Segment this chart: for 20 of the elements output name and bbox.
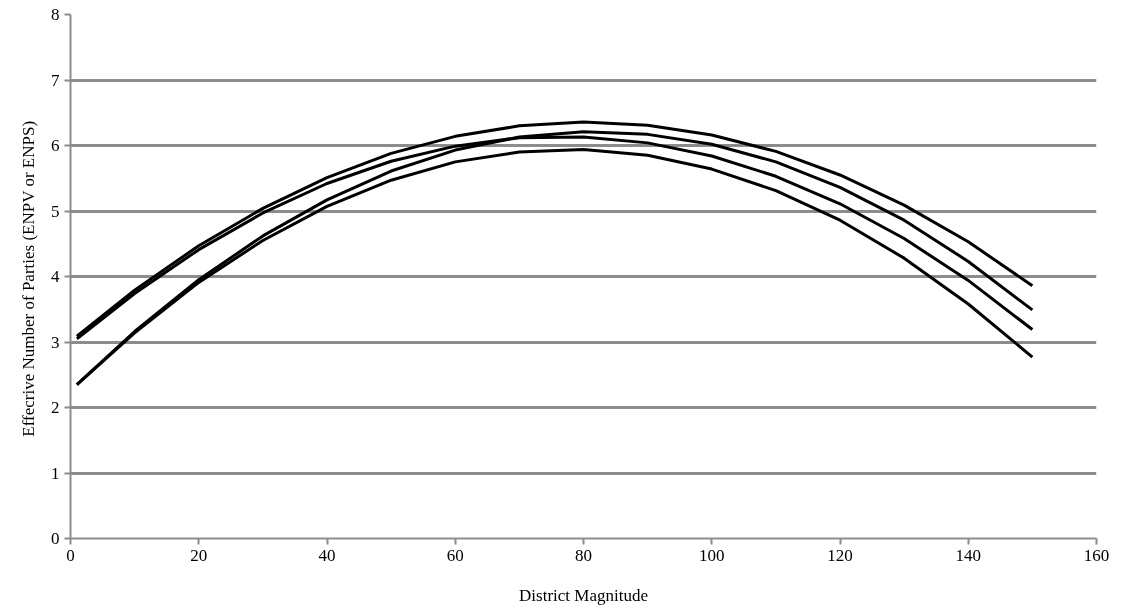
x-tick-label: 100 [699, 545, 725, 565]
y-tick-label: 1 [51, 463, 60, 483]
y-tick-label: 6 [51, 136, 60, 155]
x-tick-label: 40 [318, 545, 336, 565]
y-axis-title: Effecrive Number of Parties (ENPV or ENPS) [19, 120, 38, 437]
x-axis-title: District Magnitude [519, 585, 648, 605]
y-tick-label: 5 [51, 201, 60, 221]
y-tick-label: 7 [51, 70, 60, 90]
y-tick-label: 0 [51, 529, 60, 548]
x-tick-label: 20 [190, 545, 208, 565]
y-tick-label: 2 [51, 398, 60, 417]
x-tick-label: 60 [446, 545, 464, 565]
x-tick-label: 0 [66, 545, 75, 565]
x-tick-label: 120 [827, 545, 853, 565]
x-tick-label: 80 [575, 545, 592, 565]
x-tick-label: 160 [1083, 545, 1110, 565]
x-tick-label: 140 [955, 545, 981, 565]
y-tick-label: 8 [51, 5, 60, 24]
y-tick-label: 4 [51, 267, 60, 286]
y-tick-label: 3 [51, 332, 60, 352]
